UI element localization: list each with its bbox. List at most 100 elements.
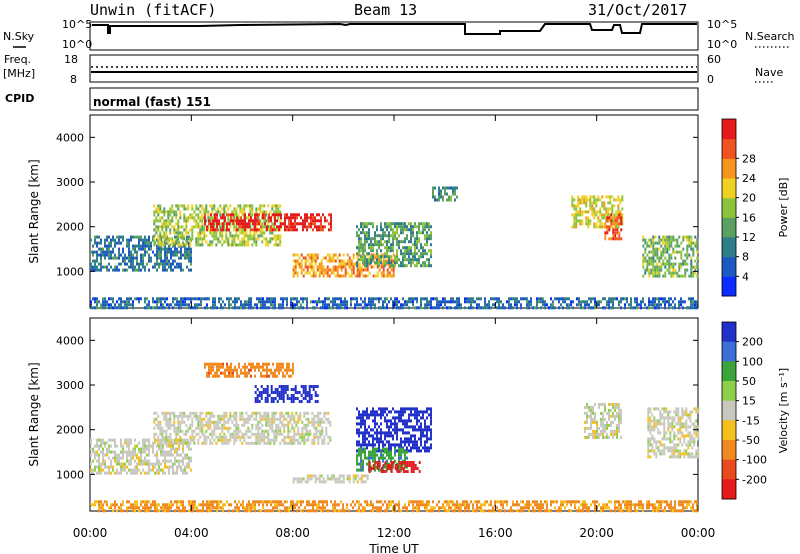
power-cell [302, 219, 304, 223]
velocity-cell [208, 368, 210, 372]
velocity-cell [332, 474, 335, 478]
velocity-cell [292, 480, 295, 484]
velocity-cell [166, 459, 168, 463]
power-cell [506, 300, 508, 304]
power-cell [396, 222, 398, 226]
velocity-cell [278, 397, 281, 400]
velocity-cell [289, 429, 292, 433]
power-cell [216, 225, 218, 229]
power-cell [460, 303, 462, 307]
power-cell [320, 222, 322, 226]
power-cell [617, 207, 620, 211]
velocity-cell [298, 391, 301, 394]
velocity-cell [275, 426, 278, 430]
power-cell [654, 235, 657, 239]
velocity-cell [92, 471, 94, 475]
power-cell [114, 253, 116, 257]
freq-tick-high: 18 [64, 53, 78, 66]
velocity-cell [301, 426, 304, 430]
power-cell [138, 238, 140, 242]
power-cell [162, 297, 164, 301]
power-cell [634, 297, 636, 301]
velocity-cell [193, 429, 196, 433]
velocity-cell [217, 414, 220, 418]
velocity-cell [116, 471, 118, 475]
power-cell [406, 249, 408, 253]
power-cell [104, 253, 106, 257]
velocity-cell [390, 461, 393, 464]
power-cell [306, 216, 308, 220]
power-cell [587, 216, 590, 220]
velocity-cell [378, 425, 380, 429]
power-cell [572, 300, 574, 304]
power-cell [189, 240, 192, 244]
velocity-cell [362, 413, 364, 417]
power-cell [444, 303, 446, 307]
power-cell [118, 303, 120, 307]
power-cell [516, 306, 518, 310]
velocity-cell [241, 435, 244, 439]
power-cell [268, 219, 270, 223]
velocity-cell [213, 414, 216, 418]
velocity-cell [130, 453, 132, 457]
power-cell [220, 303, 222, 307]
power-cell [672, 262, 675, 266]
power-cell [370, 258, 372, 262]
power-cell [694, 300, 696, 304]
power-cell [290, 297, 292, 301]
power-cell [562, 300, 564, 304]
velocity-cell [157, 423, 160, 427]
power-cell [243, 210, 246, 214]
power-cell [448, 306, 450, 310]
power-cell [267, 222, 270, 226]
power-cell [350, 274, 353, 278]
velocity-cell [128, 453, 130, 457]
velocity-cell [159, 426, 162, 430]
power-cell [589, 201, 592, 205]
power-cell [442, 186, 444, 190]
power-cell [364, 249, 366, 253]
velocity-cell [297, 429, 300, 433]
nsearch-label: N.Search [745, 30, 795, 43]
power-cell [366, 261, 368, 265]
power-cell [236, 228, 238, 232]
power-cell [126, 244, 128, 248]
velocity-cell [120, 462, 122, 466]
power-cell [478, 297, 480, 301]
velocity-cell [224, 371, 226, 375]
power-cell [212, 225, 214, 229]
power-cell [610, 213, 613, 217]
power-cell [134, 250, 136, 254]
power-cell [260, 297, 262, 301]
velocity-cell [378, 468, 380, 472]
velocity-cell [128, 468, 130, 472]
power-cell [364, 306, 366, 310]
power-cell [380, 253, 383, 257]
velocity-cell [164, 450, 166, 454]
power-cell [277, 204, 280, 208]
velocity-cell [255, 411, 258, 415]
velocity-cell [195, 432, 198, 436]
velocity-cell [191, 432, 194, 436]
power-cell [678, 300, 680, 304]
power-cell [260, 306, 262, 310]
power-cell [612, 303, 614, 307]
power-cell [232, 219, 234, 223]
power-cell [644, 247, 647, 251]
velocity-cell [179, 438, 182, 442]
velocity-cell [256, 362, 258, 366]
velocity-cell [140, 453, 142, 457]
velocity-cell [404, 443, 406, 447]
velocity-cell [223, 417, 226, 421]
velocity-cell [120, 456, 122, 460]
power-cell [595, 201, 598, 205]
velocity-cell [400, 428, 402, 432]
power-cell [128, 256, 130, 260]
velocity-cell [262, 391, 265, 394]
power-cell [440, 300, 442, 304]
power-cell [422, 264, 424, 268]
velocity-cell [261, 417, 264, 421]
power-cell [682, 235, 685, 239]
power-cell [398, 306, 400, 310]
power-cell [150, 259, 152, 263]
